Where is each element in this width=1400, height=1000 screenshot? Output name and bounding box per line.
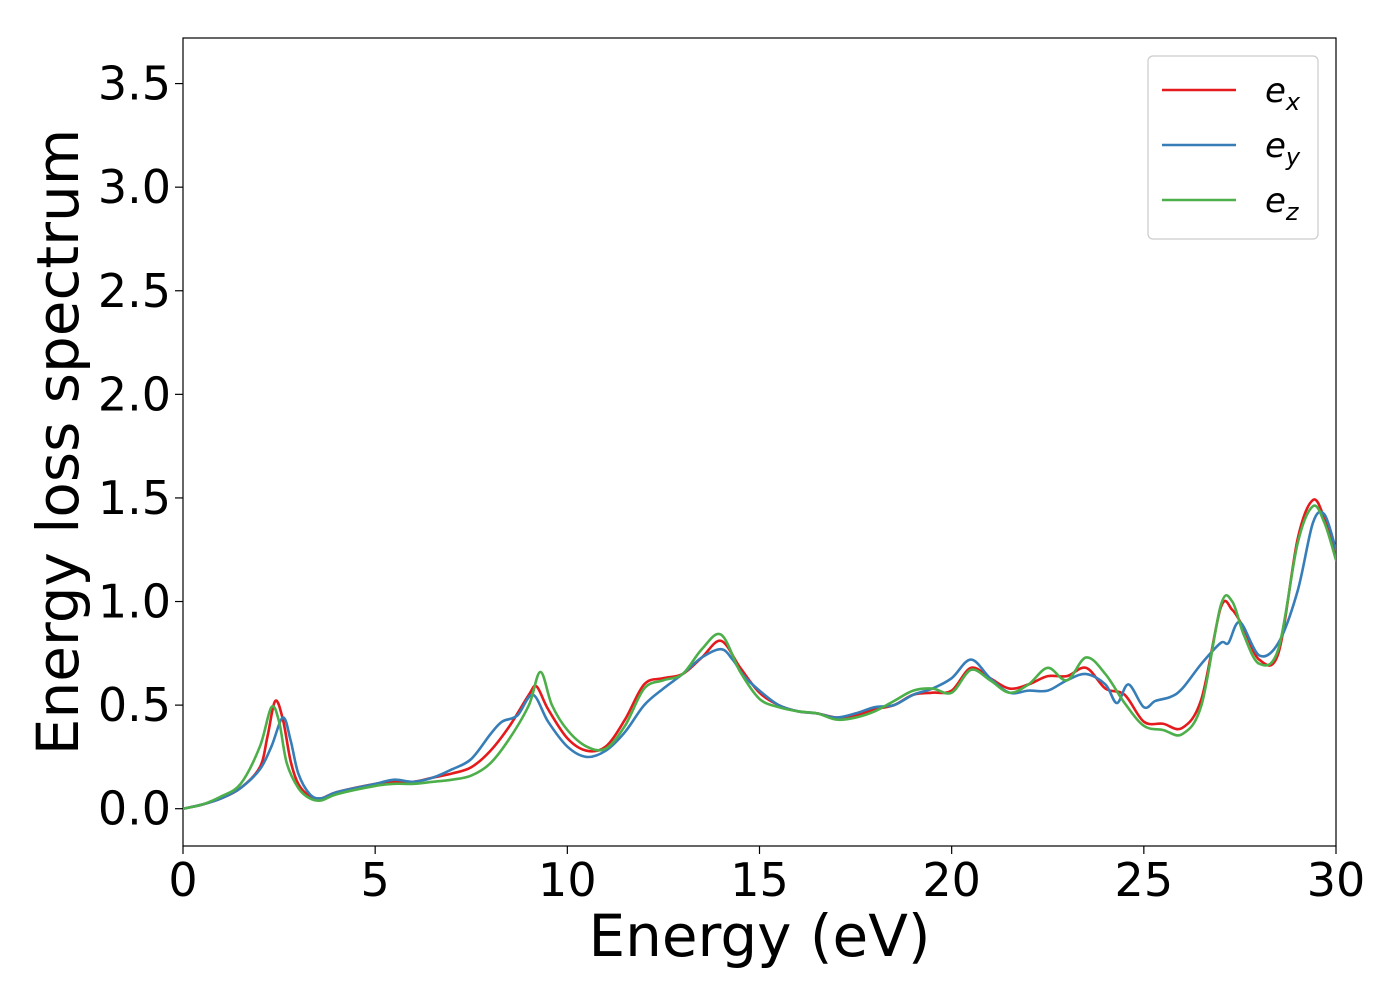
- y-tick-label: 3.5: [98, 57, 171, 111]
- plot-area: [182, 37, 1337, 847]
- x-tick-label: 20: [922, 853, 981, 907]
- x-tick-label: 10: [538, 853, 597, 907]
- legend-label-ey: ey: [1265, 126, 1301, 171]
- legend-box: [1147, 55, 1319, 240]
- x-axis-label: Energy (eV): [588, 902, 930, 970]
- y-tick-label: 1.0: [98, 575, 171, 629]
- x-tick-label: 5: [361, 853, 390, 907]
- y-tick-label: 0.5: [98, 678, 171, 732]
- series-line-ey: [183, 510, 1336, 811]
- plot-frame: [182, 37, 1337, 847]
- x-axis: 0 5 10 15 20 25 30: [168, 846, 1365, 907]
- series-line-ez: [183, 504, 1336, 811]
- series-layer: [183, 498, 1336, 811]
- y-tick-label: 2.0: [98, 367, 171, 421]
- x-tick-label: 0: [168, 853, 197, 907]
- legend-label-ez: ez: [1265, 181, 1300, 226]
- y-axis: 0.0 0.5 1.0 1.5 2.0 2.5 3.0 3.5: [98, 57, 183, 836]
- y-axis-label: Energy loss spectrum: [24, 129, 92, 755]
- y-tick-label: 1.5: [98, 471, 171, 525]
- x-tick-label: 15: [730, 853, 789, 907]
- y-tick-label: 2.5: [98, 264, 171, 318]
- legend-label-ex: ex: [1265, 71, 1301, 116]
- x-tick-label: 30: [1307, 853, 1366, 907]
- y-tick-label: 3.0: [98, 160, 171, 214]
- x-tick-label: 25: [1115, 853, 1174, 907]
- y-tick-label: 0.0: [98, 782, 171, 836]
- legend: ex ey ez: [1147, 55, 1319, 240]
